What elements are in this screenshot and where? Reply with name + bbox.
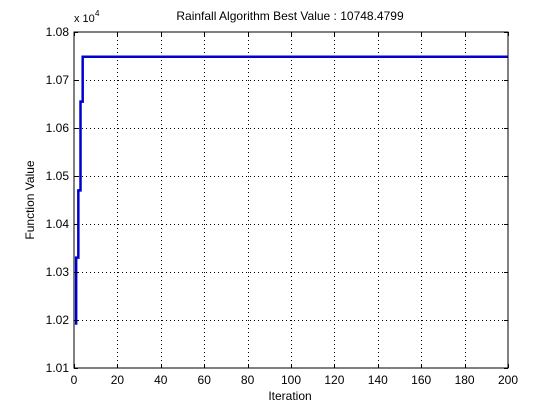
chart-title: Rainfall Algorithm Best Value : 10748.47… [176, 9, 404, 23]
y-ticks [74, 32, 508, 369]
y-tick-label: 1.06 [46, 121, 70, 135]
x-tick-label: 120 [324, 373, 344, 387]
x-tick-label: 40 [154, 373, 168, 387]
y-tick-label: 1.02 [46, 313, 70, 327]
y-tick-label: 1.07 [46, 73, 70, 87]
series-group [74, 55, 508, 325]
x-tick-label: 200 [498, 373, 518, 387]
y-multiplier-base: x 10 [74, 13, 95, 25]
x-tick-label: 160 [411, 373, 431, 387]
series-line [74, 55, 508, 325]
x-tick-labels: 0 20 40 60 80 100 120 140 160 180 200 [71, 373, 519, 387]
y-axis-label: Function Value [23, 160, 37, 239]
x-tick-label: 20 [111, 373, 125, 387]
x-tick-label: 60 [198, 373, 212, 387]
x-tick-label: 180 [455, 373, 475, 387]
x-tick-label: 80 [241, 373, 255, 387]
y-tick-label: 1.08 [46, 25, 70, 39]
y-tick-label: 1.03 [46, 265, 70, 279]
y-tick-label: 1.01 [46, 361, 70, 375]
x-tick-label: 140 [368, 373, 388, 387]
x-tick-label: 0 [71, 373, 78, 387]
y-tick-label: 1.05 [46, 169, 70, 183]
y-tick-label: 1.04 [46, 217, 70, 231]
x-grid [117, 32, 466, 368]
y-tick-labels: 1.01 1.02 1.03 1.04 1.05 1.06 1.07 1.08 [46, 25, 70, 375]
x-tick-label: 100 [281, 373, 301, 387]
y-grid [74, 80, 508, 321]
y-multiplier-exponent: 4 [95, 9, 100, 18]
x-ticks [74, 32, 509, 368]
x-axis-label: Iteration [268, 389, 311, 403]
